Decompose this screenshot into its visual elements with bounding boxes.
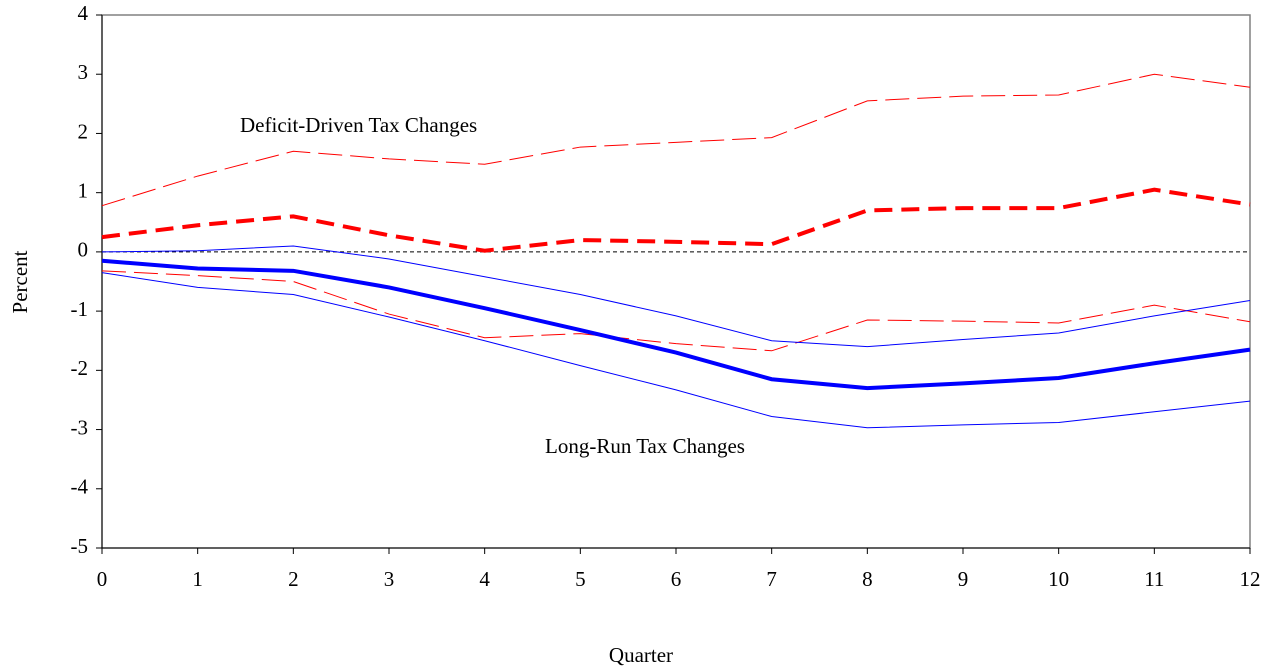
x-tick-label: 12 xyxy=(1240,567,1261,591)
series-line xyxy=(101,258,1251,391)
series-line xyxy=(101,187,1251,253)
y-tick-label: -2 xyxy=(71,356,89,380)
x-tick-label: 1 xyxy=(192,567,203,591)
y-tick-label: -5 xyxy=(71,534,89,558)
annotation: Long-Run Tax Changes xyxy=(545,434,745,458)
y-tick-label: 4 xyxy=(78,1,89,25)
plot-frame xyxy=(101,14,1251,549)
series-line xyxy=(101,245,1251,348)
series-line xyxy=(101,272,1251,429)
y-tick-label: 2 xyxy=(78,119,89,143)
series-line xyxy=(101,73,1251,207)
x-tick-label: 4 xyxy=(479,567,490,591)
x-tick-label: 2 xyxy=(288,567,299,591)
x-axis-label: Quarter xyxy=(609,643,673,667)
y-tick-label: 3 xyxy=(78,60,89,84)
x-tick-label: 5 xyxy=(575,567,586,591)
x-tick-label: 6 xyxy=(671,567,682,591)
y-axis-label: Percent xyxy=(8,250,32,313)
x-tick-label: 7 xyxy=(766,567,777,591)
series-line xyxy=(101,270,1251,352)
y-tick-label: 0 xyxy=(78,238,89,262)
x-tick-label: 9 xyxy=(958,567,969,591)
y-tick-label: -4 xyxy=(71,475,89,499)
y-tick-label: 1 xyxy=(78,178,89,202)
x-tick-label: 3 xyxy=(384,567,395,591)
y-tick-label: -3 xyxy=(71,415,89,439)
annotation: Deficit-Driven Tax Changes xyxy=(240,113,477,137)
x-tick-label: 11 xyxy=(1144,567,1164,591)
y-tick-label: -1 xyxy=(71,297,89,321)
x-tick-label: 0 xyxy=(97,567,108,591)
x-tick-label: 10 xyxy=(1048,567,1069,591)
x-tick-label: 8 xyxy=(862,567,873,591)
